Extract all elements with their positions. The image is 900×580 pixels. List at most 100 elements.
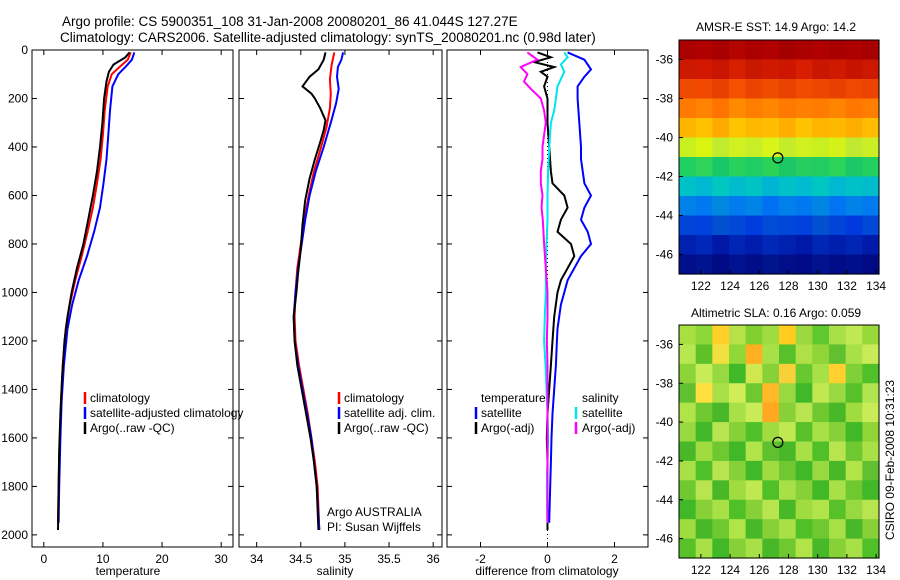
x-tick-label: 122 bbox=[691, 279, 711, 293]
map-cell bbox=[862, 499, 880, 520]
map-cell bbox=[845, 441, 863, 462]
map-cell bbox=[729, 499, 747, 520]
x-tick-label: 10 bbox=[96, 552, 110, 566]
map-cell bbox=[712, 40, 730, 61]
map-cell bbox=[812, 363, 830, 384]
map-cell bbox=[829, 325, 847, 346]
x-tick-label: 128 bbox=[778, 563, 798, 577]
map-cell bbox=[695, 254, 713, 275]
side-stamp: CSIRO 09-Feb-2008 10:31:23 bbox=[883, 380, 897, 540]
map-cell bbox=[695, 460, 713, 481]
y-tick-label: 1000 bbox=[1, 285, 28, 299]
sst-map-title: AMSR-E SST: 14.9 Argo: 14.2 bbox=[696, 20, 856, 34]
map-cell bbox=[712, 402, 730, 423]
map-cell bbox=[679, 196, 697, 217]
map-cell bbox=[779, 460, 797, 481]
map-cell bbox=[745, 325, 763, 346]
map-cell bbox=[829, 538, 847, 559]
map-cell bbox=[695, 137, 713, 158]
y-tick-label: -44 bbox=[656, 209, 674, 223]
y-tick-label: -40 bbox=[656, 131, 674, 145]
map-cell bbox=[812, 402, 830, 423]
map-cell bbox=[729, 79, 747, 100]
map-cell bbox=[712, 460, 730, 481]
map-cell bbox=[812, 460, 830, 481]
legend-label-climatology: climatology bbox=[344, 391, 404, 405]
map-cell bbox=[779, 538, 797, 559]
map-cell bbox=[779, 441, 797, 462]
map-cell bbox=[712, 196, 730, 217]
map-cell bbox=[795, 157, 813, 178]
map-cell bbox=[795, 402, 813, 423]
legend-label-satellite: satellite-adjusted climatology bbox=[90, 406, 243, 420]
map-cell bbox=[745, 254, 763, 275]
y-tick-label: -40 bbox=[656, 415, 674, 429]
map-cell bbox=[779, 422, 797, 443]
map-cell bbox=[729, 519, 747, 540]
legend-label-satellite: satellite adj. clim. bbox=[344, 406, 435, 420]
map-cell bbox=[845, 118, 863, 139]
map-cell bbox=[695, 499, 713, 520]
map-cell bbox=[729, 98, 747, 119]
x-tick-label: -2 bbox=[475, 552, 486, 566]
map-cell bbox=[845, 383, 863, 404]
map-cell bbox=[712, 441, 730, 462]
map-cell bbox=[745, 344, 763, 365]
map-cell bbox=[695, 363, 713, 384]
map-cell bbox=[829, 441, 847, 462]
map-cell bbox=[729, 235, 747, 256]
map-cell bbox=[695, 118, 713, 139]
y-tick-label: 1200 bbox=[1, 334, 28, 348]
figure-title-line1: Argo profile: CS 5900351_108 31-Jan-2008… bbox=[62, 14, 518, 29]
map-cell bbox=[795, 98, 813, 119]
map-cell bbox=[812, 98, 830, 119]
map-cell bbox=[679, 118, 697, 139]
x-tick-label: 35 bbox=[338, 552, 352, 566]
map-cell bbox=[762, 402, 780, 423]
map-cell bbox=[745, 402, 763, 423]
y-tick-label: 600 bbox=[8, 188, 28, 202]
map-cell bbox=[829, 157, 847, 178]
map-cell bbox=[779, 235, 797, 256]
difference-legend: temperature salinity satellite Argo(-adj… bbox=[474, 391, 635, 435]
map-cell bbox=[862, 441, 880, 462]
map-cell bbox=[729, 422, 747, 443]
map-cell bbox=[845, 538, 863, 559]
map-cell bbox=[862, 235, 880, 256]
map-cell bbox=[829, 363, 847, 384]
plot-frame bbox=[31, 49, 234, 548]
map-cell bbox=[762, 98, 780, 119]
map-cell bbox=[862, 176, 880, 197]
map-cell bbox=[812, 40, 830, 61]
map-cell bbox=[779, 79, 797, 100]
map-cell bbox=[695, 235, 713, 256]
map-cell bbox=[812, 59, 830, 80]
map-cell bbox=[745, 215, 763, 236]
map-cell bbox=[829, 98, 847, 119]
map-cell bbox=[712, 325, 730, 346]
map-cell bbox=[762, 325, 780, 346]
salinity-profile-panel: 34 34.5 35 35.5 36 bbox=[238, 49, 443, 566]
map-cell bbox=[812, 215, 830, 236]
map-cell bbox=[779, 254, 797, 275]
map-cell bbox=[712, 137, 730, 158]
map-cell bbox=[679, 79, 697, 100]
x-tick-label: 20 bbox=[155, 552, 169, 566]
x-tick-label: 124 bbox=[720, 279, 740, 293]
x-tick-label: 34.5 bbox=[289, 552, 313, 566]
y-tick-label: -42 bbox=[656, 170, 674, 184]
map-cell bbox=[845, 98, 863, 119]
map-cell bbox=[679, 98, 697, 119]
map-cell bbox=[812, 344, 830, 365]
sla-map-panel: 122 124 126 128 130 132 134 -36 -38 -40 -42 -44 -46 bbox=[656, 324, 886, 577]
map-cell bbox=[845, 215, 863, 236]
map-cell bbox=[829, 383, 847, 404]
map-cell bbox=[829, 235, 847, 256]
map-cell bbox=[745, 441, 763, 462]
map-cell bbox=[695, 344, 713, 365]
map-cell bbox=[845, 499, 863, 520]
map-cell bbox=[862, 59, 880, 80]
map-cell bbox=[679, 460, 697, 481]
map-cell bbox=[862, 98, 880, 119]
map-cell bbox=[745, 499, 763, 520]
